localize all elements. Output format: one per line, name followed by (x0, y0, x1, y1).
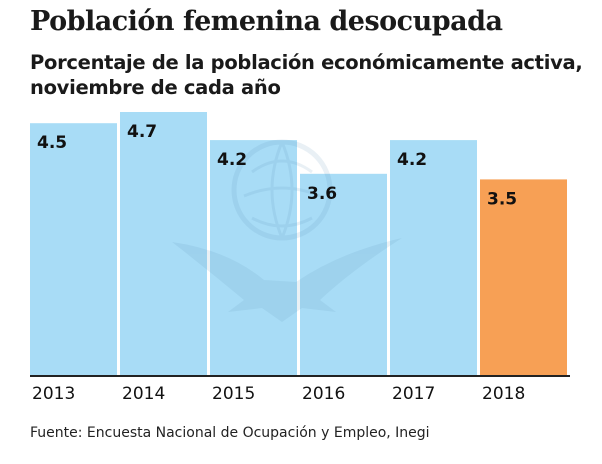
bar-2015 (210, 140, 297, 376)
x-tick-label-2013: 2013 (32, 384, 75, 404)
bar-2018 (480, 179, 567, 376)
value-label-2018: 3.5 (487, 189, 517, 209)
labels-group: 4.5 2013 4.7 2014 4.2 2015 3.6 2016 4.2 2017 3.5 20… (32, 122, 525, 404)
value-label-2016: 3.6 (307, 184, 337, 204)
value-label-2017: 4.2 (397, 150, 427, 170)
bar-2017 (390, 140, 477, 376)
bars-group (30, 112, 567, 376)
bar-2013 (30, 123, 117, 376)
bar-chart: 4.5 2013 4.7 2014 4.2 2015 3.6 2016 4.2 2017 3.5 20… (30, 112, 570, 404)
x-tick-label-2015: 2015 (212, 384, 255, 404)
bar-2014 (120, 112, 207, 376)
value-label-2014: 4.7 (127, 122, 157, 142)
chart-subtitle: Porcentaje de la población económicament… (30, 51, 583, 99)
value-label-2015: 4.2 (217, 150, 247, 170)
source-note: Fuente: Encuesta Nacional de Ocupación y… (30, 425, 430, 441)
x-tick-label-2018: 2018 (482, 384, 525, 404)
bar-2016 (300, 173, 387, 376)
x-tick-label-2016: 2016 (302, 384, 345, 404)
chart-title: Población femenina desocupada (30, 6, 503, 37)
eagle-watermark-icon (172, 139, 402, 322)
x-tick-label-2017: 2017 (392, 384, 435, 404)
x-tick-label-2014: 2014 (122, 384, 165, 404)
value-label-2013: 4.5 (37, 133, 67, 153)
